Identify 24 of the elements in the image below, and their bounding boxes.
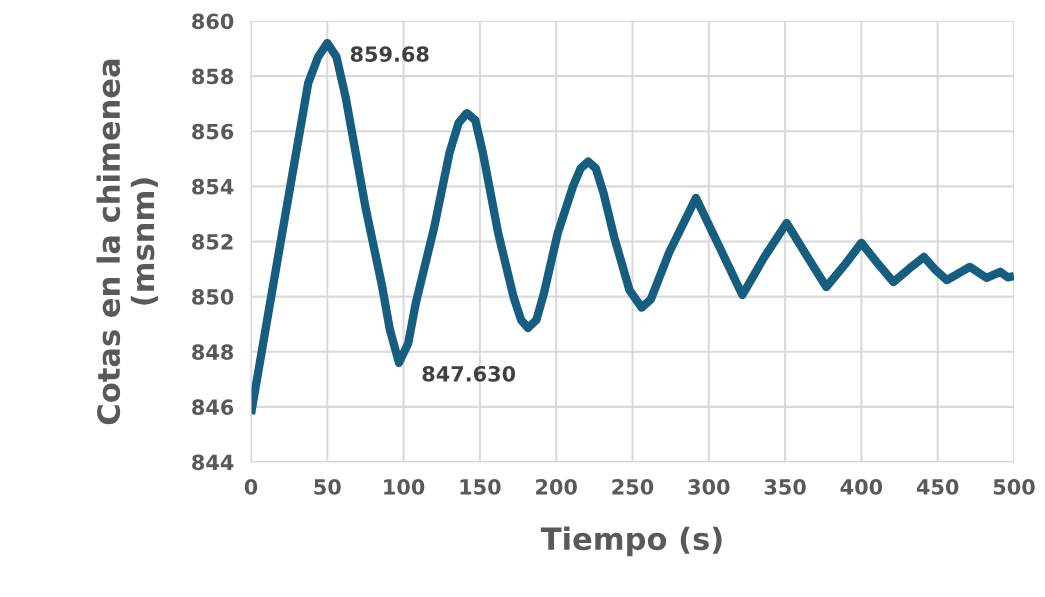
x-axis-title: Tiempo (s): [540, 526, 722, 557]
x-tick-label: 200: [536, 479, 577, 495]
y-tick-label: 846: [192, 399, 234, 416]
x-tick-label: 300: [688, 479, 730, 495]
y-tick-label: 848: [192, 344, 234, 360]
x-tick-label: 350: [764, 479, 806, 495]
y-axis-title: Cotas en la chimenea (msnm): [96, 59, 158, 425]
y-tick-label: 860: [192, 13, 234, 30]
y-tick-label: 856: [192, 123, 234, 140]
x-tick-label: 50: [314, 479, 341, 495]
annotation: 859.68: [350, 46, 429, 62]
x-tick-label: 0: [244, 479, 258, 495]
y-tick-label: 858: [192, 68, 234, 85]
x-tick-label: 400: [840, 479, 883, 495]
y-tick-label: 854: [192, 178, 234, 195]
annotation: 847.630: [422, 365, 516, 382]
y-tick-label: 850: [192, 289, 234, 305]
x-tick-label: 250: [612, 479, 654, 495]
x-tick-label: 100: [384, 479, 425, 495]
x-tick-label: 150: [460, 479, 501, 495]
y-tick-label: 852: [192, 233, 233, 250]
x-tick-label: 500: [993, 479, 1035, 495]
x-tick-label: 450: [916, 479, 959, 495]
y-tick-label: 844: [192, 454, 234, 471]
